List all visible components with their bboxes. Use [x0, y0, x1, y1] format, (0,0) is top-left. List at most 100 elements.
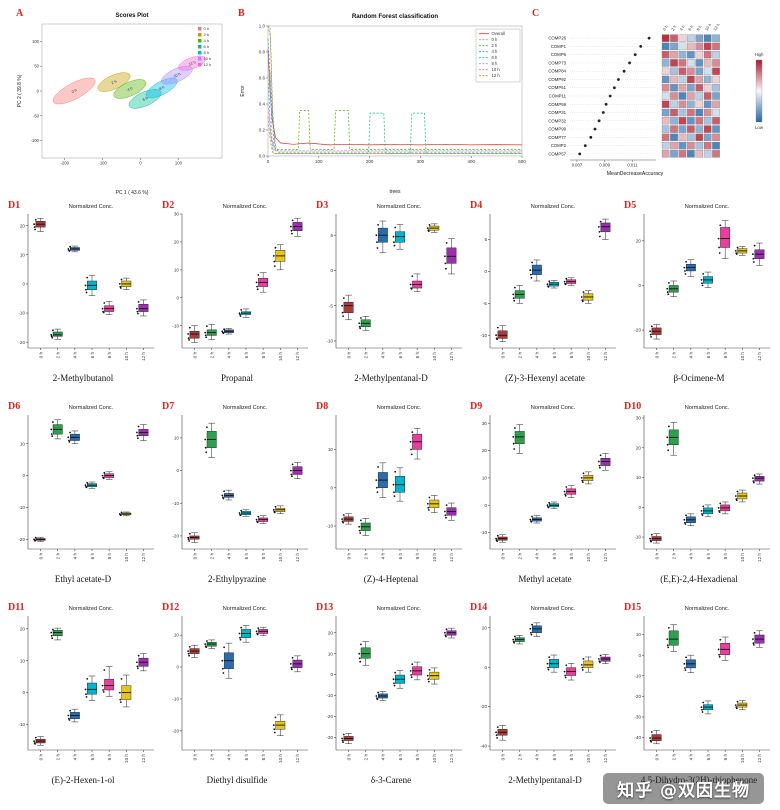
svg-text:10 h: 10 h	[278, 754, 283, 763]
boxplot-svg: Normalized Conc. -10 -5 0 5 0 h 2 h 4 h 6 h 8 h 10…	[326, 204, 462, 361]
svg-text:0 h: 0 h	[500, 754, 505, 761]
panel-label-D13: D13	[316, 602, 334, 613]
box-panel-D5: D5 Normalized Conc. -20 0 20 0 h 2 h 4 h 6 h 8 h 1…	[622, 200, 776, 401]
boxplot-D12: Normalized Conc. -20 -10 0 10 0 h 2 h 4 h 6 h 8 h…	[160, 602, 314, 785]
svg-text:COMP77: COMP77	[548, 135, 566, 140]
svg-text:COMP32: COMP32	[548, 118, 566, 123]
svg-text:0 h: 0 h	[654, 352, 659, 359]
svg-text:400: 400	[467, 159, 475, 164]
box-panel-D12: D12 Normalized Conc. -20 -10 0 10 0 h 2 h 4 h 6 h…	[160, 602, 314, 803]
panel-label-D7: D7	[162, 401, 175, 412]
svg-text:4 h: 4 h	[689, 754, 694, 761]
panel-label-D12: D12	[162, 602, 180, 613]
svg-text:COMP61: COMP61	[548, 85, 566, 90]
svg-text:Normalized Conc.: Normalized Conc.	[223, 606, 268, 612]
svg-text:-5: -5	[483, 301, 488, 306]
svg-text:10 h: 10 h	[740, 553, 745, 562]
svg-text:0 h: 0 h	[192, 754, 197, 761]
svg-text:10 h: 10 h	[124, 553, 129, 562]
svg-text:10 h: 10 h	[740, 754, 745, 763]
boxplot-D9: Normalized Conc. -10 0 10 20 30 0 h 2 h 4 h 6 h 8 …	[468, 401, 622, 584]
svg-text:6 h: 6 h	[552, 754, 557, 761]
svg-text:6 h: 6 h	[706, 352, 711, 359]
svg-text:6 h: 6 h	[492, 55, 498, 60]
svg-text:10: 10	[174, 267, 180, 272]
boxplot-svg: Normalized Conc. -20 -10 0 10 0 h 2 h 4 h 6 h 8 h…	[172, 606, 308, 763]
svg-text:10 h: 10 h	[124, 754, 129, 763]
boxplot-svg: Normalized Conc. -10 -5 0 5 0 h 2 h 4 h 6 h 8 h 10…	[480, 204, 616, 361]
svg-text:8 h: 8 h	[261, 352, 266, 359]
svg-text:8 h: 8 h	[107, 553, 112, 560]
boxplot-svg: Normalized Conc. -20 0 20 0 h 2 h 4 h 6 h 8 h 10 …	[634, 204, 770, 361]
svg-text:-10: -10	[172, 501, 179, 506]
svg-text:12 h: 12 h	[757, 352, 762, 361]
svg-text:12 h: 12 h	[757, 553, 762, 562]
svg-text:10 h: 10 h	[586, 553, 591, 562]
svg-text:5: 5	[330, 233, 333, 238]
box-panel-D9: D9 Normalized Conc. -10 0 10 20 30 0 h 2 h 4 h 6 h…	[468, 401, 622, 602]
boxplot-svg: Normalized Conc. -10 0 10 20 30 0 h 2 h 4 h 6 h 8 …	[634, 405, 770, 562]
svg-text:2 h: 2 h	[364, 754, 369, 761]
compound-name-D9: Methyl acetate	[518, 574, 572, 584]
svg-text:-10: -10	[172, 697, 179, 702]
svg-text:Normalized Conc.: Normalized Conc.	[69, 606, 114, 612]
svg-text:2 h: 2 h	[518, 352, 523, 359]
svg-text:10: 10	[636, 475, 642, 480]
svg-text:12 h: 12 h	[712, 22, 721, 31]
svg-text:12 h: 12 h	[188, 60, 196, 66]
svg-text:0 h: 0 h	[204, 26, 210, 31]
svg-text:6 h: 6 h	[204, 44, 210, 49]
svg-text:10 h: 10 h	[740, 352, 745, 361]
svg-text:4 h: 4 h	[381, 553, 386, 560]
svg-text:-20: -20	[634, 694, 641, 699]
svg-text:0: 0	[22, 282, 25, 287]
box-panel-D4: D4 Normalized Conc. -10 -5 0 5 0 h 2 h 4 h 6 h 8 h…	[468, 200, 622, 401]
box-panel-D2: D2 Normalized Conc. -10 0 10 20 30 0 h 2 h 4 h 6 h…	[160, 200, 314, 401]
svg-text:-200: -200	[61, 161, 70, 166]
svg-text:-5: -5	[329, 303, 334, 308]
svg-text:12 h: 12 h	[295, 754, 300, 763]
svg-text:2 h: 2 h	[204, 32, 210, 37]
boxplot-D7: Normalized Conc. -20 -10 0 10 0 h 2 h 4 h 6 h 8 h…	[160, 401, 314, 584]
boxplot-svg: Normalized Conc. -40 -20 0 20 0 h 2 h 4 h 6 h 8 h…	[480, 606, 616, 763]
svg-text:trees: trees	[389, 189, 401, 195]
svg-text:12 h: 12 h	[603, 352, 608, 361]
box-panel-D3: D3 Normalized Conc. -10 -5 0 5 0 h 2 h 4 h 6 h 8 h…	[314, 200, 468, 401]
svg-text:10: 10	[636, 632, 642, 637]
svg-text:500: 500	[518, 159, 526, 164]
svg-text:8 h: 8 h	[261, 754, 266, 761]
svg-text:6 h: 6 h	[244, 553, 249, 560]
svg-text:6 h: 6 h	[90, 754, 95, 761]
svg-text:-10: -10	[326, 339, 333, 344]
svg-text:30: 30	[636, 416, 642, 421]
boxplot-D10: Normalized Conc. -10 0 10 20 30 0 h 2 h 4 h 6 h 8 …	[622, 401, 776, 584]
svg-text:4 h: 4 h	[227, 352, 232, 359]
svg-text:10 h: 10 h	[204, 56, 212, 61]
svg-text:0.007: 0.007	[572, 163, 583, 168]
compound-name-D6: Ethyl acetate-D	[54, 574, 112, 584]
svg-text:12 h: 12 h	[295, 553, 300, 562]
svg-text:-10: -10	[18, 505, 25, 510]
svg-text:-10: -10	[480, 530, 487, 535]
compound-name-D4: (Z)-3-Hexenyl acetate	[505, 373, 585, 383]
svg-text:100: 100	[175, 161, 183, 166]
panel-label-D15: D15	[624, 602, 642, 613]
box-panel-D8: D8 Normalized Conc. -10 0 10 0 h 2 h 4 h 6 h 8 h 1…	[314, 401, 468, 602]
svg-text:0.011: 0.011	[627, 163, 638, 168]
svg-text:12 h: 12 h	[141, 553, 146, 562]
svg-text:0: 0	[330, 672, 333, 677]
svg-text:10 h: 10 h	[492, 67, 501, 72]
svg-text:12 h: 12 h	[204, 62, 212, 67]
svg-text:0: 0	[267, 159, 270, 164]
svg-text:0: 0	[330, 268, 333, 273]
svg-text:10: 10	[328, 447, 334, 452]
svg-text:4 h: 4 h	[689, 352, 694, 359]
svg-text:0 h: 0 h	[192, 553, 197, 560]
svg-text:10: 10	[20, 441, 26, 446]
svg-text:8 h: 8 h	[261, 553, 266, 560]
svg-text:0 h: 0 h	[346, 754, 351, 761]
panel-b-label: B	[238, 8, 245, 19]
svg-text:0.2: 0.2	[259, 128, 266, 133]
